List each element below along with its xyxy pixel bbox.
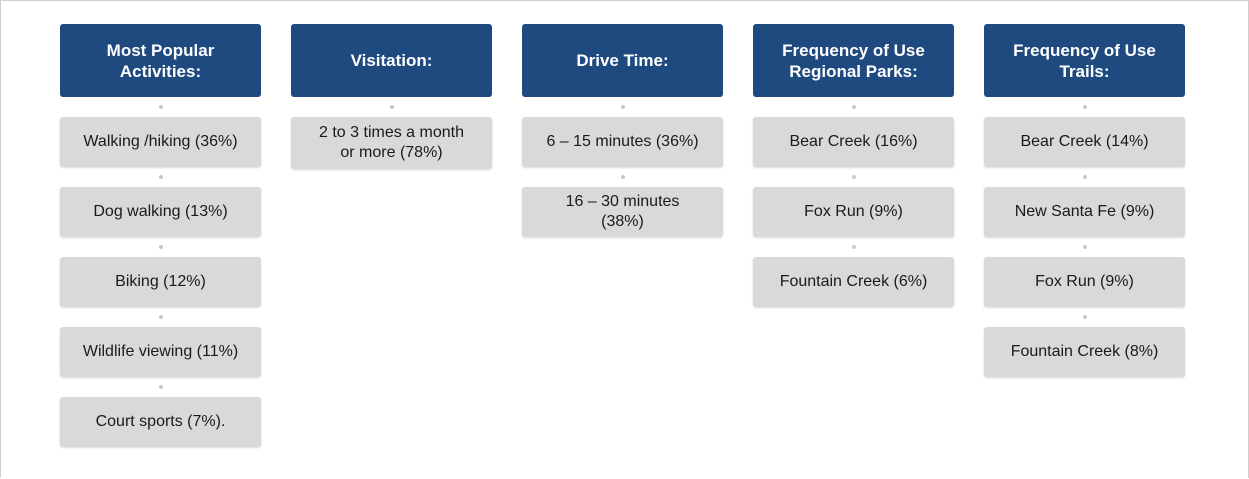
column-item: Court sports (7%). bbox=[60, 397, 261, 447]
column: Most Popular Activities: Walking /hiking … bbox=[60, 24, 261, 447]
column: Frequency of Use Trails: Bear Creek (14%)… bbox=[984, 24, 1185, 377]
column-item: Fountain Creek (8%) bbox=[984, 327, 1185, 377]
column-item: New Santa Fe (9%) bbox=[984, 187, 1185, 237]
connector bbox=[620, 105, 625, 109]
connector bbox=[620, 175, 625, 179]
connector bbox=[1082, 315, 1087, 319]
column-header: Most Popular Activities: bbox=[60, 24, 261, 97]
column-item: Walking /hiking (36%) bbox=[60, 117, 261, 167]
column: Frequency of Use Regional Parks: Bear Cre… bbox=[753, 24, 954, 307]
column-header: Drive Time: bbox=[522, 24, 723, 97]
column-item: Bear Creek (14%) bbox=[984, 117, 1185, 167]
column-item: Bear Creek (16%) bbox=[753, 117, 954, 167]
connector bbox=[389, 105, 394, 109]
connector bbox=[851, 245, 856, 249]
column-item: Biking (12%) bbox=[60, 257, 261, 307]
column: Drive Time: 6 – 15 minutes (36%) 16 – 30 m… bbox=[522, 24, 723, 237]
column-item: Wildlife viewing (11%) bbox=[60, 327, 261, 377]
connector bbox=[1082, 175, 1087, 179]
column-header: Frequency of Use Regional Parks: bbox=[753, 24, 954, 97]
column: Visitation: 2 to 3 times a month or more … bbox=[291, 24, 492, 169]
column-item: 6 – 15 minutes (36%) bbox=[522, 117, 723, 167]
column-item: Dog walking (13%) bbox=[60, 187, 261, 237]
connector bbox=[851, 175, 856, 179]
connector bbox=[158, 315, 163, 319]
column-item: 16 – 30 minutes (38%) bbox=[522, 187, 723, 237]
column-header: Visitation: bbox=[291, 24, 492, 97]
connector bbox=[158, 105, 163, 109]
connector bbox=[851, 105, 856, 109]
column-item: Fox Run (9%) bbox=[753, 187, 954, 237]
connector bbox=[1082, 105, 1087, 109]
column-item: 2 to 3 times a month or more (78%) bbox=[291, 117, 492, 169]
connector bbox=[158, 175, 163, 179]
connector bbox=[158, 245, 163, 249]
column-header: Frequency of Use Trails: bbox=[984, 24, 1185, 97]
column-item: Fountain Creek (6%) bbox=[753, 257, 954, 307]
column-item: Fox Run (9%) bbox=[984, 257, 1185, 307]
connector bbox=[158, 385, 163, 389]
connector bbox=[1082, 245, 1087, 249]
